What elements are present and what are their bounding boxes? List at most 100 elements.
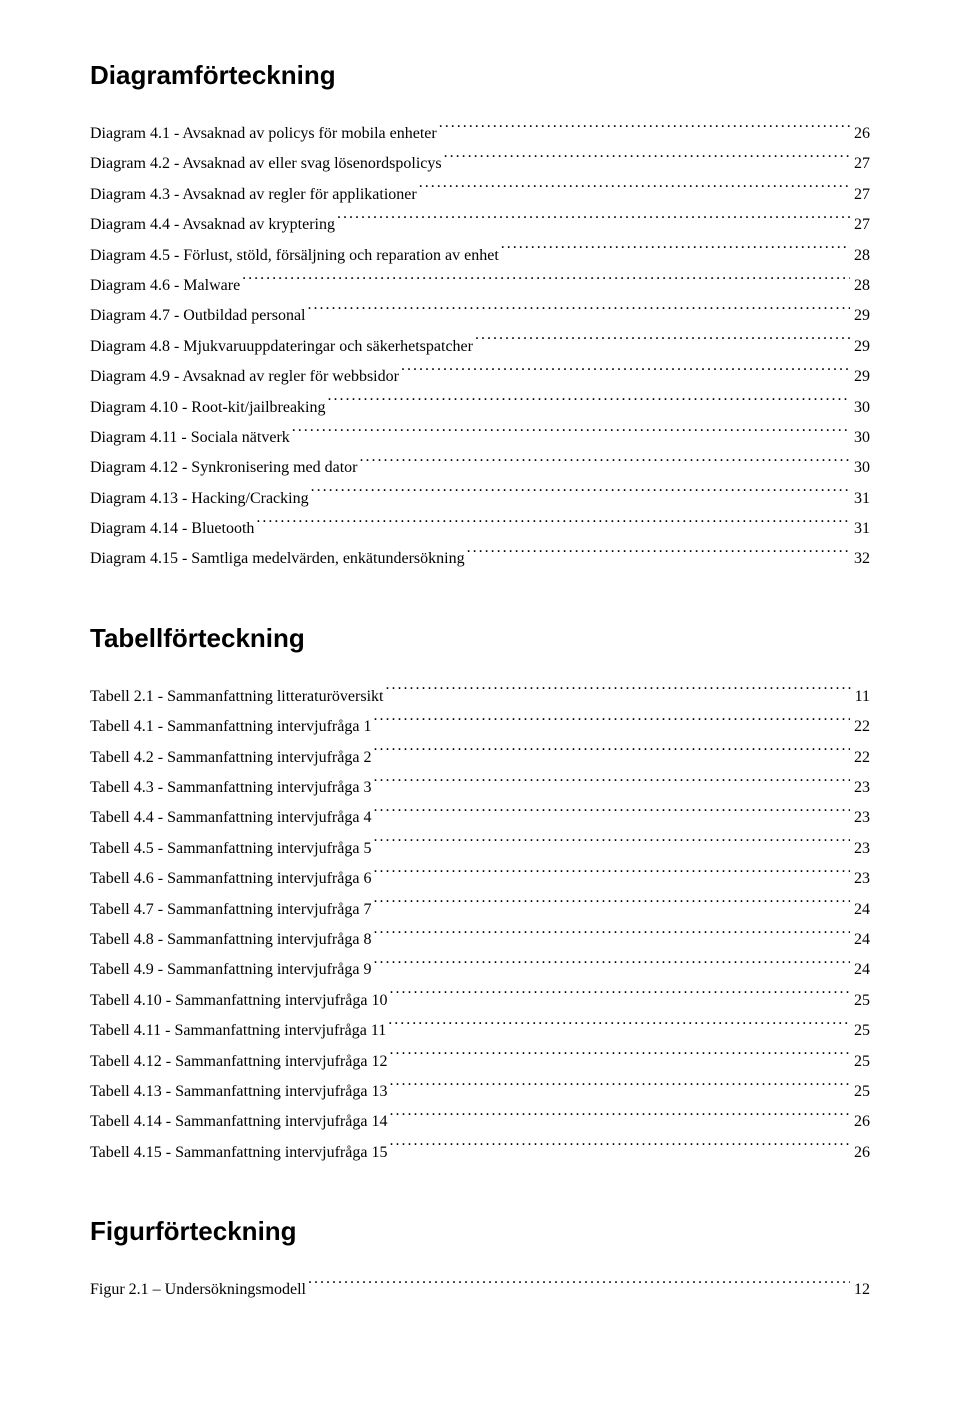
toc-entry[interactable]: Tabell 4.5 - Sammanfattning intervjufråg…	[90, 834, 870, 864]
toc-entry[interactable]: Tabell 4.2 - Sammanfattning intervjufråg…	[90, 743, 870, 773]
toc-entry[interactable]: Figur 2.1 – Undersökningsmodell 12	[90, 1275, 870, 1305]
toc-entry-page: 30	[850, 423, 870, 453]
toc-leader-dots	[419, 183, 850, 199]
toc-entry[interactable]: Diagram 4.11 - Sociala nätverk 30	[90, 423, 870, 453]
toc-entry[interactable]: Tabell 4.15 - Sammanfattning intervjufrå…	[90, 1138, 870, 1168]
section-heading: Figurförteckning	[90, 1216, 870, 1247]
toc-entry-label: Diagram 4.5 - Förlust, stöld, försäljnin…	[90, 241, 501, 271]
toc-leader-dots	[373, 746, 850, 762]
toc-entry[interactable]: Tabell 4.11 - Sammanfattning intervjufrå…	[90, 1016, 870, 1046]
toc-leader-dots	[373, 928, 850, 944]
toc-entry-page: 32	[850, 544, 870, 574]
toc-entry[interactable]: Tabell 4.1 - Sammanfattning intervjufråg…	[90, 712, 870, 742]
toc-entry-page: 11	[851, 682, 870, 712]
toc-entry-label: Diagram 4.1 - Avsaknad av policys för mo…	[90, 119, 439, 149]
toc-entry[interactable]: Diagram 4.2 - Avsaknad av eller svag lös…	[90, 149, 870, 179]
toc-entry-label: Diagram 4.9 - Avsaknad av regler för web…	[90, 362, 401, 392]
toc-section: TabellförteckningTabell 2.1 - Sammanfatt…	[90, 623, 870, 1168]
toc-entry[interactable]: Diagram 4.12 - Synkronisering med dator3…	[90, 453, 870, 483]
toc-entry-page: 30	[850, 393, 870, 423]
toc-entry[interactable]: Tabell 2.1 - Sammanfattning litteraturöv…	[90, 682, 870, 712]
toc-entry-page: 25	[850, 1047, 870, 1077]
toc-entry-label: Diagram 4.13 - Hacking/Cracking	[90, 484, 311, 514]
toc-entry-page: 27	[850, 149, 870, 179]
toc-leader-dots	[389, 1080, 850, 1096]
toc-entry-page: 31	[850, 514, 870, 544]
toc-leader-dots	[311, 487, 850, 503]
toc-leader-dots	[475, 335, 850, 351]
toc-entry-label: Tabell 4.8 - Sammanfattning intervjufråg…	[90, 925, 373, 955]
toc-entry-label: Figur 2.1 – Undersökningsmodell	[90, 1275, 308, 1305]
toc-leader-dots	[373, 958, 850, 974]
toc-leader-dots	[373, 898, 850, 914]
toc-entry[interactable]: Diagram 4.13 - Hacking/Cracking 31	[90, 484, 870, 514]
toc-entry-page: 29	[850, 332, 870, 362]
toc-entry-label: Diagram 4.14 - Bluetooth	[90, 514, 256, 544]
toc-leader-dots	[373, 867, 850, 883]
toc-entry-page: 24	[850, 895, 870, 925]
toc-entry[interactable]: Diagram 4.10 - Root-kit/jailbreaking 30	[90, 393, 870, 423]
toc-leader-dots	[373, 806, 850, 822]
toc-entry-label: Diagram 4.10 - Root-kit/jailbreaking	[90, 393, 328, 423]
toc-entry-label: Diagram 4.4 - Avsaknad av kryptering	[90, 210, 337, 240]
toc-entry-page: 12	[850, 1275, 870, 1305]
toc-entry-label: Tabell 4.2 - Sammanfattning intervjufråg…	[90, 743, 373, 773]
toc-entry[interactable]: Tabell 4.4 - Sammanfattning intervjufråg…	[90, 803, 870, 833]
toc-entry[interactable]: Diagram 4.8 - Mjukvaruuppdateringar och …	[90, 332, 870, 362]
toc-entry-label: Tabell 4.13 - Sammanfattning intervjufrå…	[90, 1077, 389, 1107]
toc-entry-page: 28	[850, 241, 870, 271]
toc-entry[interactable]: Tabell 4.8 - Sammanfattning intervjufråg…	[90, 925, 870, 955]
toc-entry-label: Tabell 2.1 - Sammanfattning litteraturöv…	[90, 682, 385, 712]
toc-entry-label: Tabell 4.10 - Sammanfattning intervjufrå…	[90, 986, 389, 1016]
toc-entry-page: 24	[850, 925, 870, 955]
toc-entry[interactable]: Diagram 4.3 - Avsaknad av regler för app…	[90, 180, 870, 210]
toc-entry[interactable]: Tabell 4.13 - Sammanfattning intervjufrå…	[90, 1077, 870, 1107]
toc-section: Diagramförteckning Diagram 4.1 - Avsaknad…	[90, 60, 870, 575]
toc-entry-page: 31	[850, 484, 870, 514]
toc-leader-dots	[439, 122, 850, 138]
toc-leader-dots	[401, 365, 850, 381]
toc-entry-page: 25	[850, 986, 870, 1016]
toc-entry[interactable]: Tabell 4.14 - Sammanfattning intervjufrå…	[90, 1107, 870, 1137]
toc-entry-page: 26	[850, 1138, 870, 1168]
toc-leader-dots	[501, 244, 850, 260]
toc-entry-label: Tabell 4.11 - Sammanfattning intervjufrå…	[90, 1016, 388, 1046]
toc-entry[interactable]: Tabell 4.3 - Sammanfattning intervjufråg…	[90, 773, 870, 803]
toc-entry-label: Diagram 4.11 - Sociala nätverk	[90, 423, 292, 453]
toc-entry[interactable]: Diagram 4.4 - Avsaknad av kryptering 27	[90, 210, 870, 240]
toc-entry-label: Diagram 4.3 - Avsaknad av regler för app…	[90, 180, 419, 210]
toc-entry[interactable]: Diagram 4.6 - Malware28	[90, 271, 870, 301]
toc-entry[interactable]: Tabell 4.12 - Sammanfattning intervjufrå…	[90, 1047, 870, 1077]
toc-entry[interactable]: Tabell 4.9 - Sammanfattning intervjufråg…	[90, 955, 870, 985]
toc-entry[interactable]: Tabell 4.6 - Sammanfattning intervjufråg…	[90, 864, 870, 894]
toc-leader-dots	[256, 517, 850, 533]
toc-leader-dots	[292, 426, 850, 442]
toc-entry-label: Tabell 4.9 - Sammanfattning intervjufråg…	[90, 955, 373, 985]
toc-entry-page: 25	[850, 1016, 870, 1046]
toc-entry-page: 23	[850, 864, 870, 894]
toc-entry-label: Tabell 4.12 - Sammanfattning intervjufrå…	[90, 1047, 389, 1077]
toc-entry[interactable]: Diagram 4.14 - Bluetooth 31	[90, 514, 870, 544]
toc-entry-page: 29	[850, 301, 870, 331]
toc-entry-page: 29	[850, 362, 870, 392]
toc-entry-label: Tabell 4.1 - Sammanfattning intervjufråg…	[90, 712, 373, 742]
toc-leader-dots	[373, 776, 850, 792]
toc-entry[interactable]: Diagram 4.9 - Avsaknad av regler för web…	[90, 362, 870, 392]
toc-entry[interactable]: Diagram 4.5 - Förlust, stöld, försäljnin…	[90, 241, 870, 271]
toc-entry[interactable]: Tabell 4.7 - Sammanfattning intervjufråg…	[90, 895, 870, 925]
section-heading: Diagramförteckning	[90, 60, 870, 91]
toc-leader-dots	[360, 456, 851, 472]
toc-leader-dots	[337, 213, 850, 229]
toc-entry[interactable]: Diagram 4.15 - Samtliga medelvärden, enk…	[90, 544, 870, 574]
toc-entry-label: Diagram 4.15 - Samtliga medelvärden, enk…	[90, 544, 467, 574]
toc-entry-label: Diagram 4.6 - Malware	[90, 271, 242, 301]
toc-entry[interactable]: Tabell 4.10 - Sammanfattning intervjufrå…	[90, 986, 870, 1016]
toc-entry-label: Diagram 4.7 - Outbildad personal	[90, 301, 308, 331]
toc-leader-dots	[444, 152, 850, 168]
toc-entry-label: Diagram 4.8 - Mjukvaruuppdateringar och …	[90, 332, 475, 362]
toc-entry[interactable]: Diagram 4.7 - Outbildad personal 29	[90, 301, 870, 331]
toc-entry[interactable]: Diagram 4.1 - Avsaknad av policys för mo…	[90, 119, 870, 149]
toc-leader-dots	[389, 1110, 850, 1126]
toc-entry-page: 27	[850, 210, 870, 240]
toc-entry-page: 23	[850, 773, 870, 803]
